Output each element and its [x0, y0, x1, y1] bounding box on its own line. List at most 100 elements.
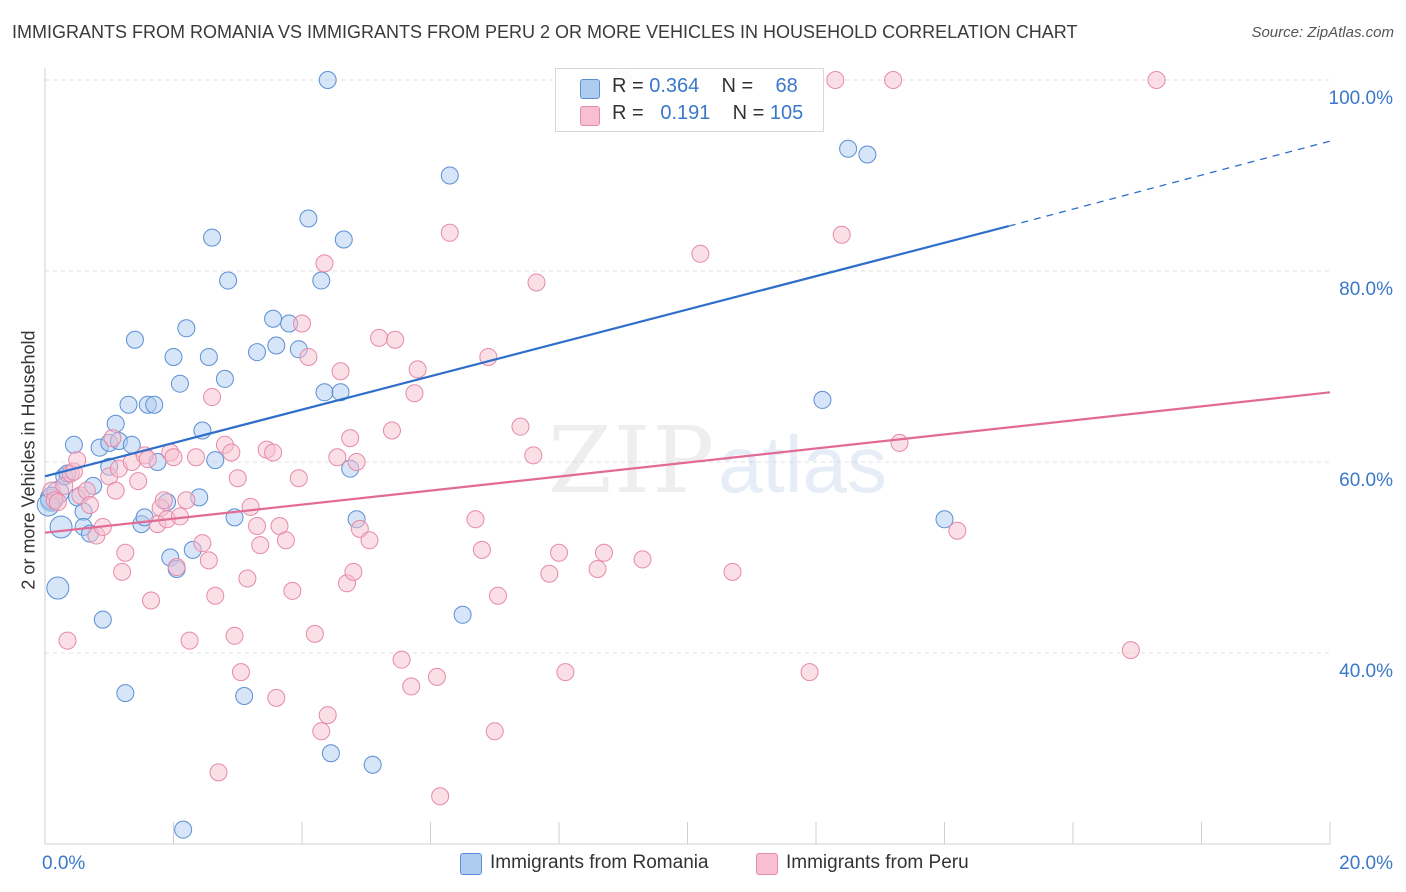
y-tick-label: 100.0% — [1329, 88, 1394, 109]
data-point-peru — [106, 481, 125, 500]
data-point-peru — [228, 469, 247, 488]
data-point-romania — [267, 336, 286, 355]
data-point-peru — [350, 519, 369, 538]
data-point-peru — [588, 559, 607, 578]
data-point-peru — [276, 531, 295, 550]
legend-swatch-peru — [580, 106, 600, 126]
data-point-peru — [408, 360, 427, 379]
data-point-romania — [164, 347, 183, 366]
data-point-peru — [289, 469, 308, 488]
y-axis-label: 2 or more Vehicles in Household — [18, 330, 39, 590]
legend-swatch-romania — [580, 79, 600, 99]
watermark-zip: ZIP — [548, 407, 716, 514]
data-point-peru — [283, 581, 302, 600]
data-point-peru — [382, 421, 401, 440]
data-point-peru — [180, 631, 199, 650]
trendlines — [44, 140, 1331, 534]
data-point-peru — [154, 491, 173, 510]
data-point-peru — [164, 448, 183, 467]
data-point-peru — [1147, 71, 1166, 89]
data-point-romania — [235, 686, 254, 705]
stats-legend: R = 0.364 N = 68 R = 0.191 N = 105 — [555, 68, 824, 132]
data-point-romania — [119, 395, 138, 414]
data-point-peru — [832, 225, 851, 244]
data-point-peru — [238, 569, 257, 588]
data-point-peru — [485, 722, 504, 741]
watermark-atlas: atlas — [718, 420, 887, 509]
data-point-romania — [440, 166, 459, 185]
data-point-romania — [199, 347, 218, 366]
data-point-peru — [540, 564, 559, 583]
watermark: ZIP atlas — [548, 407, 887, 514]
trendline-peru — [44, 391, 1331, 534]
data-point-peru — [299, 347, 318, 366]
data-point-peru — [264, 443, 283, 462]
data-point-romania — [219, 271, 238, 290]
data-point-romania — [321, 744, 340, 763]
data-point-peru — [347, 453, 366, 471]
data-point-peru — [405, 384, 424, 403]
data-point-peru — [633, 550, 652, 569]
data-point-romania — [331, 383, 350, 402]
data-point-romania — [145, 395, 164, 414]
data-point-romania — [935, 510, 954, 529]
data-point-peru — [267, 688, 286, 707]
y-tick-label: 80.0% — [1339, 279, 1393, 300]
data-point-peru — [370, 328, 389, 347]
data-point-peru — [402, 677, 421, 696]
data-point-peru — [331, 362, 350, 381]
data-point-romania — [334, 230, 353, 249]
data-point-peru — [1121, 641, 1140, 660]
data-point-peru — [186, 448, 205, 467]
bottom-legend-swatch-romania — [460, 853, 482, 875]
data-point-peru — [206, 586, 225, 605]
data-point-peru — [80, 495, 99, 514]
legend-r-label: R = — [612, 75, 650, 97]
data-point-peru — [138, 450, 157, 469]
data-point-romania — [363, 755, 382, 774]
gridlines — [45, 79, 1330, 654]
tick-labels: 40.0% 60.0% 80.0% 100.0% 0.0% 20.0% — [42, 88, 1393, 874]
data-point-peru — [58, 631, 77, 650]
data-point-romania — [858, 145, 877, 164]
data-point-peru — [209, 763, 228, 782]
data-point-peru — [392, 650, 411, 669]
data-point-peru — [113, 562, 132, 581]
bottom-legend-label: Immigrants from Peru — [786, 852, 969, 873]
data-point-romania — [318, 71, 337, 89]
data-point-peru — [360, 531, 379, 550]
data-point-peru — [312, 722, 331, 741]
data-point-peru — [241, 497, 260, 516]
data-point-peru — [556, 663, 575, 682]
series-peru-points — [42, 71, 1166, 806]
data-point-peru — [305, 624, 324, 643]
data-point-peru — [177, 491, 196, 510]
data-point-peru — [386, 330, 405, 349]
data-point-peru — [293, 314, 311, 333]
data-point-peru — [199, 551, 218, 570]
legend-n-label: N = — [721, 75, 759, 97]
data-point-peru — [884, 71, 903, 89]
data-point-peru — [231, 663, 250, 682]
data-point-peru — [472, 540, 491, 559]
trendline-romania — [44, 225, 1010, 478]
data-point-peru — [431, 787, 450, 806]
x-tick-label: 20.0% — [1339, 853, 1393, 874]
data-point-peru — [550, 543, 568, 562]
data-point-peru — [527, 273, 546, 292]
data-point-peru — [826, 71, 845, 89]
data-point-peru — [344, 562, 363, 581]
data-point-peru — [203, 388, 222, 407]
data-point-romania — [248, 343, 267, 362]
data-point-peru — [318, 706, 337, 725]
chart-title: IMMIGRANTS FROM ROMANIA VS IMMIGRANTS FR… — [12, 22, 1078, 42]
data-point-peru — [723, 562, 742, 581]
data-point-peru — [691, 244, 710, 263]
data-point-peru — [488, 586, 507, 605]
data-point-peru — [167, 558, 186, 577]
data-point-romania — [206, 451, 225, 470]
data-point-peru — [800, 663, 819, 682]
axes — [44, 68, 1331, 845]
data-point-romania — [312, 271, 331, 290]
data-point-romania — [813, 390, 832, 409]
